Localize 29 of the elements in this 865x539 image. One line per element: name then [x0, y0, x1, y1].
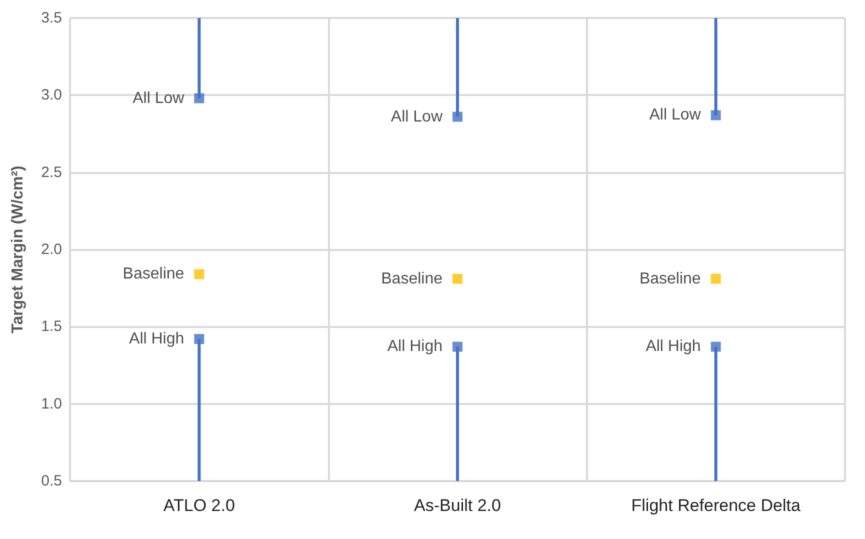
point [452, 342, 462, 352]
text: Baseline [639, 270, 701, 288]
y-tick-label: 2.0 [41, 241, 62, 258]
point [710, 274, 721, 284]
text: Baseline [381, 270, 442, 288]
y-tick-label: 1.5 [41, 318, 62, 336]
text: All Low [649, 106, 701, 124]
x-tick-label: As-Built 2.0 [414, 496, 501, 515]
series-label: All High [129, 330, 184, 348]
y-tick-label: 3.0 [41, 86, 62, 104]
y-tick-label: 3.5 [41, 10, 62, 26]
y-tick-label: 0.5 [41, 472, 62, 490]
point [452, 112, 462, 122]
point [194, 93, 204, 104]
point [710, 110, 721, 120]
x-tick-label: Flight Reference Delta [631, 496, 801, 515]
x-tick-label: ATLO 2.0 [163, 496, 235, 515]
point [194, 334, 204, 344]
point [194, 269, 204, 280]
text: All High [646, 338, 701, 356]
y-tick-label: 1.0 [41, 395, 62, 412]
text: All High [387, 338, 442, 356]
point [452, 274, 462, 284]
series-label: All Low [132, 90, 185, 107]
series-label: Baseline [122, 266, 184, 283]
point [710, 342, 721, 352]
y-axis-title: Target Margin (W/cm²) [10, 166, 26, 334]
text: All Low [390, 108, 442, 126]
y-tick-label: 2.5 [41, 164, 62, 181]
